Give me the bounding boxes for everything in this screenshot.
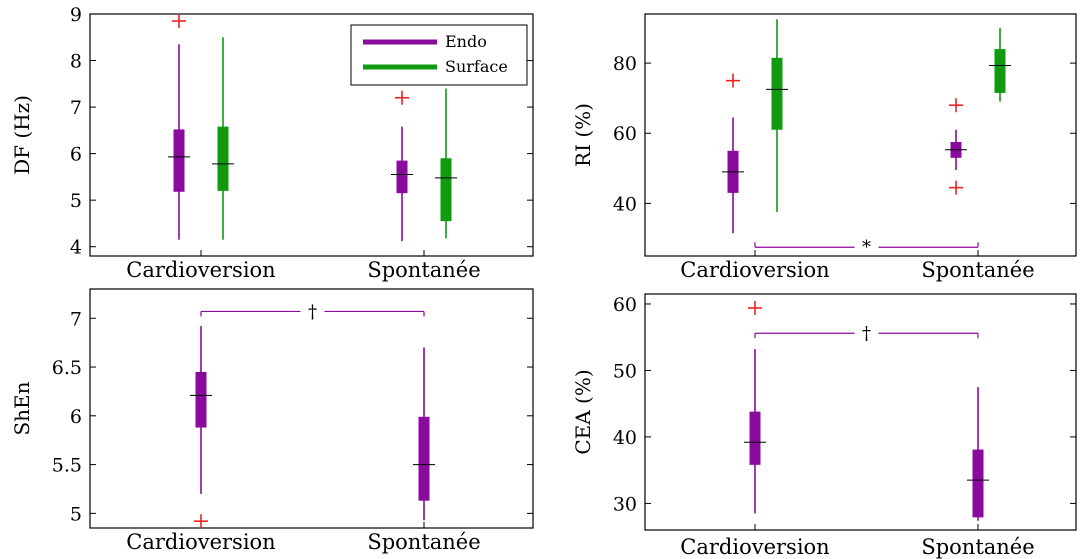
box-iqr	[771, 57, 783, 130]
box-iqr	[195, 371, 207, 428]
x-category-label: Spontanée	[921, 535, 1034, 559]
significance-bracket: *	[754, 237, 979, 258]
y-tick-label: 7	[70, 97, 82, 119]
box-iqr	[217, 126, 229, 191]
box-endo-0	[168, 13, 190, 240]
significance-symbol: †	[862, 323, 871, 344]
y-tick-label: 30	[613, 493, 637, 515]
y-tick-label: 5	[70, 190, 82, 212]
box-iqr	[396, 160, 408, 194]
outlier-marker	[194, 514, 208, 529]
box-iqr	[749, 411, 761, 465]
outlier-marker	[172, 13, 186, 28]
x-category-label: Spontanée	[367, 530, 480, 554]
box-endo-0	[722, 73, 744, 234]
y-tick-label: 9	[70, 4, 82, 26]
legend-label: Surface	[445, 57, 508, 76]
y-tick-label: 5.5	[52, 455, 82, 477]
box-surface-1	[989, 28, 1011, 102]
y-tick-label: 6.5	[52, 357, 82, 379]
chart-panel-df: 4 5 6 7 8 9 DF (Hz) Cardioversion Spontanée Endo S…	[10, 4, 534, 282]
y-tick-label: 6	[70, 144, 82, 166]
y-tick-label: 5	[70, 503, 82, 525]
y-tick-label: 40	[613, 427, 637, 449]
plot-frame	[89, 288, 534, 529]
y-tick-label: 6	[70, 406, 82, 428]
box-iqr	[440, 158, 452, 222]
chart-panel-cea: 30 40 50 60 CEA (%) Cardioversion Spontanée †	[571, 293, 1077, 559]
box-endo-0	[190, 326, 212, 529]
outlier-marker	[949, 180, 963, 195]
significance-bracket: †	[200, 301, 425, 322]
outlier-marker	[949, 98, 963, 113]
y-tick-label: 4	[70, 237, 82, 259]
significance-symbol: †	[308, 301, 317, 322]
box-endo-1	[391, 90, 413, 242]
box-endo-1	[413, 347, 435, 521]
significance-bracket: †	[754, 323, 979, 344]
chart-panel-shen: 5 5.5 6 6.5 7 ShEn Cardioversion Spontanée †	[10, 288, 534, 554]
box-surface-0	[766, 19, 788, 213]
x-category-label: Spontanée	[367, 258, 480, 282]
outlier-marker	[726, 73, 740, 88]
y-tick-label: 60	[613, 294, 637, 316]
chart-panel-ri: 40 60 80 RI (%) Cardioversion Spontanée *	[571, 13, 1077, 282]
box-endo-0	[744, 300, 766, 514]
plot-frame	[89, 13, 534, 257]
box-endo-1	[945, 98, 967, 195]
y-axis-label: ShEn	[10, 381, 34, 435]
box-surface-0	[212, 37, 234, 240]
legend: Endo Surface	[350, 24, 528, 86]
box-iqr	[173, 129, 185, 192]
y-tick-label: 40	[613, 193, 637, 215]
y-tick-label: 80	[613, 53, 637, 75]
box-iqr	[418, 416, 430, 501]
x-category-label: Cardioversion	[680, 535, 829, 559]
y-tick-label: 60	[613, 123, 637, 145]
box-surface-1	[435, 88, 457, 239]
y-tick-label: 7	[70, 308, 82, 330]
plot-frame	[644, 293, 1077, 531]
x-category-label: Cardioversion	[680, 258, 829, 282]
x-category-label: Spontanée	[921, 258, 1034, 282]
x-category-label: Cardioversion	[126, 530, 275, 554]
box-endo-1	[967, 387, 989, 521]
outlier-marker	[748, 300, 762, 315]
significance-symbol: *	[862, 237, 871, 258]
plot-frame	[644, 13, 1077, 257]
y-axis-label: CEA (%)	[571, 369, 595, 454]
legend-box	[350, 24, 528, 86]
y-axis-label: DF (Hz)	[10, 95, 34, 175]
box-iqr	[994, 49, 1006, 93]
y-tick-label: 8	[70, 51, 82, 73]
outlier-marker	[395, 90, 409, 105]
x-category-label: Cardioversion	[126, 258, 275, 282]
y-axis-label: RI (%)	[571, 103, 595, 167]
y-tick-label: 50	[613, 360, 637, 382]
box-iqr	[972, 449, 984, 518]
legend-label: Endo	[445, 32, 487, 51]
